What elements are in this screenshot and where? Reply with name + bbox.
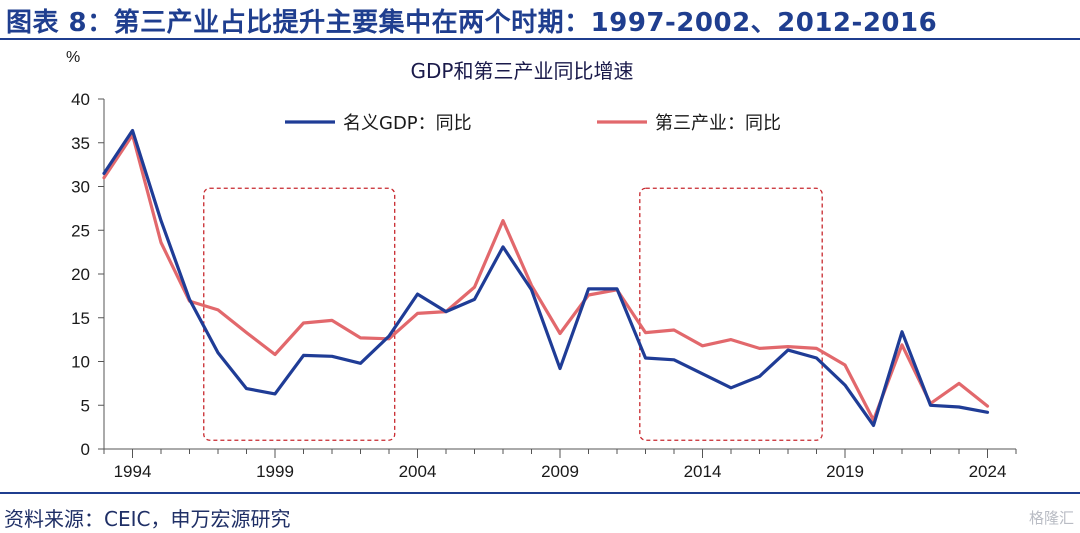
- x-tick-label: 2009: [541, 462, 579, 481]
- highlight-box-2: [639, 187, 823, 441]
- highlight-box-1: [203, 187, 396, 441]
- figure-title: 图表 8：第三产业占比提升主要集中在两个时期：1997-2002、2012-20…: [6, 8, 938, 38]
- x-tick-label: 2014: [684, 462, 722, 481]
- chart-title: GDP和第三产业同比增速: [411, 59, 634, 83]
- x-tick-label: 2024: [969, 462, 1007, 481]
- legend-label-1: 名义GDP：同比: [343, 113, 472, 134]
- x-tick-label: 2004: [399, 462, 437, 481]
- header-divider: [0, 38, 1080, 40]
- legend: 名义GDP：同比 第三产业：同比: [285, 113, 781, 134]
- y-tick-label: 10: [71, 353, 90, 372]
- y-tick-label: 30: [71, 178, 90, 197]
- y-tick-label: 35: [71, 134, 90, 153]
- y-tick-label: 0: [81, 440, 90, 459]
- x-tick-label: 1994: [114, 462, 152, 481]
- y-axis-unit: %: [66, 49, 80, 66]
- footer-divider: [0, 492, 1080, 494]
- watermark-logo: 格隆汇: [1028, 509, 1074, 527]
- series-lines: [102, 128, 990, 427]
- y-tick-label: 25: [71, 221, 90, 240]
- series-line-2: [102, 133, 990, 422]
- x-tick-label: 1999: [256, 462, 294, 481]
- y-tick-label: 20: [71, 265, 90, 284]
- y-tick-label: 15: [71, 309, 90, 328]
- x-tick-label: 2019: [826, 462, 864, 481]
- series-line-1: [102, 128, 990, 427]
- highlight-boxes: [203, 187, 823, 441]
- legend-label-2: 第三产业：同比: [655, 113, 781, 134]
- axes: 0 5 10 15 20 25 30 35 40 1994 1999 2004 2009 2014 2019…: [71, 90, 1017, 481]
- y-tick-label: 5: [81, 396, 90, 415]
- source-note: 资料来源：CEIC，申万宏源研究: [4, 507, 291, 531]
- chart-canvas: GDP和第三产业同比增速 % 0 5 10 15 20 25 30 35 40 1994 1999 2…: [66, 49, 1017, 481]
- y-tick-label: 40: [71, 90, 90, 109]
